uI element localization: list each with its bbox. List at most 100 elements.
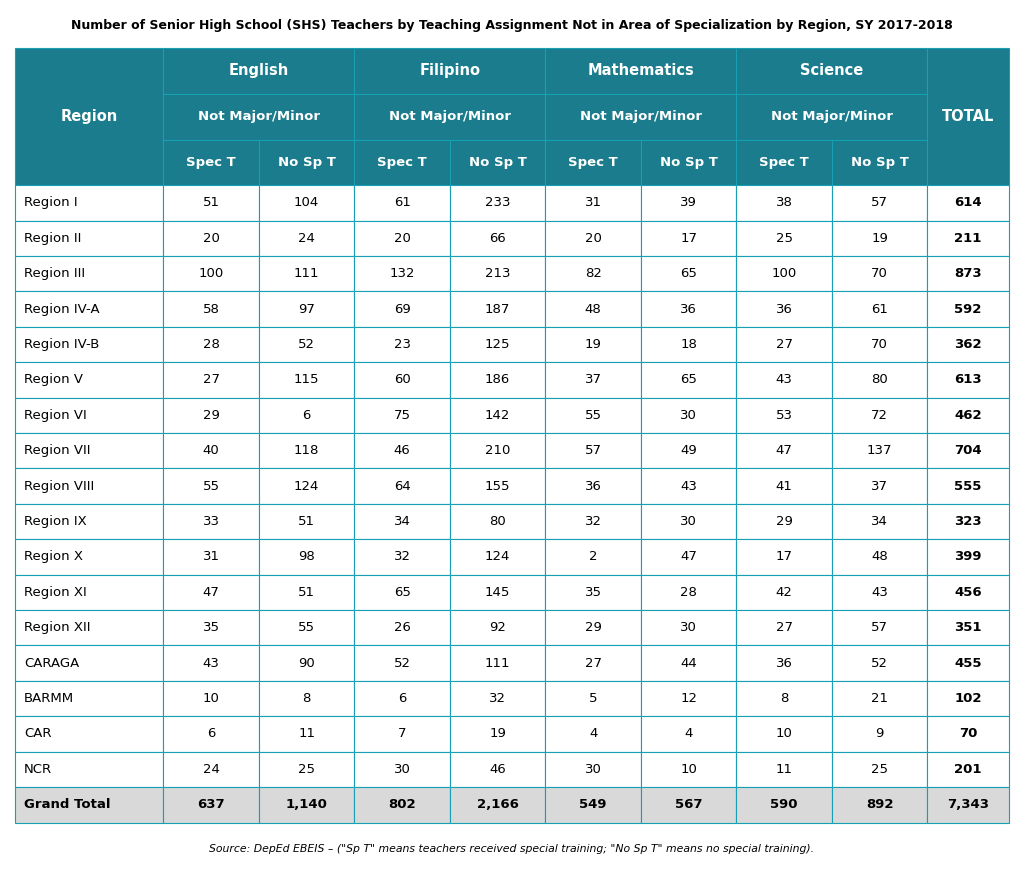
Bar — [831, 752, 928, 788]
Text: 64: 64 — [394, 480, 411, 493]
Bar — [641, 433, 736, 468]
Text: 17: 17 — [776, 550, 793, 564]
Text: 456: 456 — [954, 586, 982, 598]
Text: 57: 57 — [871, 196, 888, 209]
Bar — [354, 291, 450, 327]
Text: 39: 39 — [680, 196, 697, 209]
Text: 53: 53 — [776, 409, 793, 422]
Text: 8: 8 — [780, 692, 788, 705]
Bar — [641, 327, 736, 362]
Text: 25: 25 — [871, 763, 888, 776]
Bar — [831, 327, 928, 362]
Bar — [259, 788, 354, 822]
Bar — [641, 291, 736, 327]
Text: 362: 362 — [954, 338, 982, 351]
Text: Grand Total: Grand Total — [25, 798, 111, 811]
Bar — [259, 186, 354, 220]
Text: BARMM: BARMM — [25, 692, 75, 705]
Bar — [259, 397, 354, 433]
Text: 27: 27 — [776, 338, 793, 351]
Bar — [736, 48, 928, 94]
Bar — [164, 291, 259, 327]
Bar — [928, 539, 1009, 575]
Bar — [736, 575, 831, 610]
Text: 65: 65 — [680, 267, 697, 280]
Bar — [928, 646, 1009, 681]
Text: 57: 57 — [585, 444, 602, 458]
Text: 20: 20 — [394, 232, 411, 245]
Text: Filipino: Filipino — [420, 64, 480, 79]
Bar — [831, 539, 928, 575]
Bar — [450, 717, 546, 752]
Bar — [164, 327, 259, 362]
Text: 52: 52 — [298, 338, 315, 351]
Text: Region III: Region III — [25, 267, 85, 280]
Text: 29: 29 — [203, 409, 219, 422]
Text: 52: 52 — [393, 656, 411, 669]
Text: No Sp T: No Sp T — [659, 156, 718, 169]
Bar — [259, 504, 354, 539]
Text: 80: 80 — [489, 515, 506, 528]
Text: Spec T: Spec T — [760, 156, 809, 169]
Text: 18: 18 — [680, 338, 697, 351]
Text: 46: 46 — [394, 444, 411, 458]
Text: 51: 51 — [203, 196, 220, 209]
Bar — [736, 186, 831, 220]
Text: Region VIII: Region VIII — [25, 480, 94, 493]
Bar — [15, 752, 164, 788]
Text: 102: 102 — [954, 692, 982, 705]
Bar — [736, 139, 831, 186]
Text: Region VI: Region VI — [25, 409, 87, 422]
Text: Region V: Region V — [25, 374, 83, 387]
Bar — [928, 362, 1009, 397]
Bar — [354, 186, 450, 220]
Bar — [831, 468, 928, 504]
Text: 7: 7 — [398, 727, 407, 740]
Bar — [546, 468, 641, 504]
Text: 26: 26 — [394, 621, 411, 634]
Text: 70: 70 — [958, 727, 977, 740]
Bar — [450, 362, 546, 397]
Text: 124: 124 — [485, 550, 510, 564]
Bar — [354, 539, 450, 575]
Text: Spec T: Spec T — [568, 156, 618, 169]
Text: 23: 23 — [393, 338, 411, 351]
Text: 90: 90 — [298, 656, 315, 669]
Text: 4: 4 — [684, 727, 693, 740]
Text: 124: 124 — [294, 480, 319, 493]
Text: 47: 47 — [776, 444, 793, 458]
Bar — [259, 433, 354, 468]
Bar — [641, 468, 736, 504]
Text: 27: 27 — [585, 656, 602, 669]
Text: 92: 92 — [489, 621, 506, 634]
Bar — [354, 717, 450, 752]
Text: 201: 201 — [954, 763, 982, 776]
Bar — [259, 752, 354, 788]
Text: 41: 41 — [776, 480, 793, 493]
Text: 43: 43 — [203, 656, 219, 669]
Bar — [831, 575, 928, 610]
Bar — [450, 397, 546, 433]
Text: 351: 351 — [954, 621, 982, 634]
Text: 51: 51 — [298, 586, 315, 598]
Text: 592: 592 — [954, 303, 982, 316]
Bar — [641, 788, 736, 822]
Text: 142: 142 — [485, 409, 510, 422]
Text: Not Major/Minor: Not Major/Minor — [198, 110, 319, 123]
Text: 36: 36 — [776, 656, 793, 669]
Bar — [15, 610, 164, 646]
Text: 32: 32 — [489, 692, 506, 705]
Text: 69: 69 — [394, 303, 411, 316]
Bar — [164, 717, 259, 752]
Bar — [831, 646, 928, 681]
Text: 132: 132 — [389, 267, 415, 280]
Text: 72: 72 — [871, 409, 888, 422]
Bar — [546, 327, 641, 362]
Bar — [736, 646, 831, 681]
Bar — [450, 646, 546, 681]
Bar — [928, 220, 1009, 256]
Bar — [164, 504, 259, 539]
Bar — [736, 752, 831, 788]
Text: 25: 25 — [298, 763, 315, 776]
Text: Not Major/Minor: Not Major/Minor — [580, 110, 701, 123]
